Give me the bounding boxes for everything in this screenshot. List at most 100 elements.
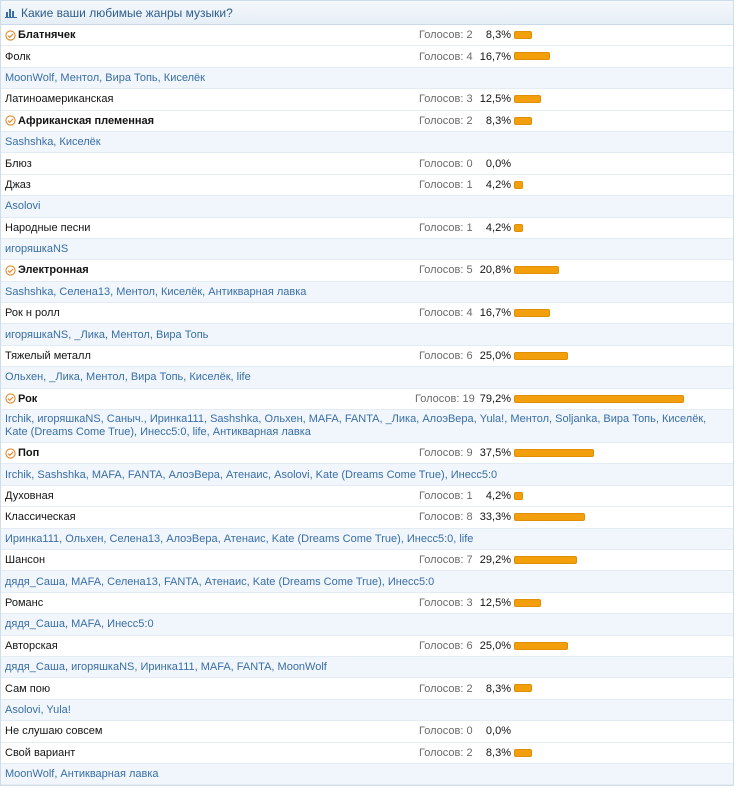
vote-count-value: 2: [466, 29, 473, 42]
voters-list: дядя_Саша, MAFA, Инесс5:0: [1, 614, 733, 636]
option-name: Авторская: [5, 640, 58, 652]
vote-share-bar: [514, 598, 541, 607]
vote-count-value: 2: [466, 114, 473, 127]
option-label: Поп: [18, 447, 40, 460]
vote-count-value: 6: [466, 639, 473, 652]
vote-count-value: 1: [466, 178, 473, 191]
poll-option-row: Рок н ролл Голосов: 4 16,7%: [1, 303, 733, 325]
vote-count: Голосов: 5: [419, 264, 473, 276]
vote-share-bar: [514, 266, 559, 275]
vote-share-bar: [514, 513, 586, 522]
option-label: Духовная: [5, 490, 54, 502]
option-label: Фолк: [5, 50, 31, 63]
vote-count: Голосов: 2: [419, 747, 473, 759]
vote-count-label: Голосов:: [419, 725, 464, 738]
option-label: Электронная: [18, 264, 89, 277]
vote-share-bar: [514, 31, 532, 39]
poll-option-row: Свой вариант Голосов: 2 8,3%: [1, 742, 733, 764]
option-name: Шансон: [5, 554, 45, 566]
voted-check-icon: [5, 115, 16, 126]
vote-count-label: Голосов:: [419, 447, 464, 460]
vote-count: Голосов: 19: [415, 393, 475, 405]
vote-count-label: Голосов:: [419, 29, 464, 42]
option-name: Поп: [5, 447, 39, 459]
vote-percent: 0,0%: [485, 157, 511, 170]
vote-count: Голосов: 0: [419, 725, 473, 737]
vote-percent: 20,8%: [479, 264, 511, 277]
option-label: Тяжелый металл: [5, 350, 91, 363]
voters-list: Irchik, игоряшкаNS, Саныч., Иринка111, S…: [1, 410, 733, 444]
vote-count-label: Голосов:: [419, 157, 464, 170]
vote-count: Голосов: 4: [419, 307, 473, 319]
poll-header: Какие ваши любимые жанры музыки?: [1, 1, 733, 25]
poll-option-row: Блюз Голосов: 0 0,0%: [1, 153, 733, 175]
vote-count-value: 1: [466, 490, 473, 502]
option-label: Народные песни: [5, 221, 91, 234]
option-label: Джаз: [5, 178, 31, 191]
vote-share-bar: [514, 116, 532, 125]
option-name: Не слушаю совсем: [5, 725, 102, 737]
vote-share-bar: [514, 555, 577, 564]
vote-percent: 8,3%: [485, 29, 511, 42]
poll-option-row: Духовная Голосов: 1 4,2%: [1, 485, 733, 508]
poll-option-row: Фолк Голосов: 4 16,7%: [1, 46, 733, 68]
poll-option-row: Классическая Голосов: 8 33,3%: [1, 507, 733, 529]
vote-percent: 8,3%: [485, 114, 511, 127]
poll-option-row: Рок Голосов: 19 79,2%: [1, 388, 733, 411]
voters-list: Sashshka, Селена13, Ментол, Киселёк, Ант…: [1, 281, 733, 304]
vote-share-bar: [514, 491, 523, 500]
vote-count-value: 4: [466, 307, 473, 320]
poll-option-row: Сам пою Голосов: 2 8,3%: [1, 678, 733, 700]
voters-list: Asolovi: [1, 196, 733, 218]
option-label: Авторская: [5, 639, 58, 652]
vote-percent: 16,7%: [479, 50, 511, 63]
vote-count-value: 19: [462, 392, 475, 405]
vote-percent: 12,5%: [479, 596, 511, 609]
poll-option-row: Не слушаю совсем Голосов: 0 0,0%: [1, 721, 733, 743]
vote-count: Голосов: 6: [419, 640, 473, 652]
option-name: Фолк: [5, 51, 30, 63]
vote-count: Голосов: 7: [419, 554, 473, 566]
vote-count-label: Голосов:: [419, 596, 464, 609]
poll-option-row: Народные песни Голосов: 1 4,2%: [1, 217, 733, 239]
vote-count-value: 3: [466, 596, 473, 609]
vote-count-label: Голосов:: [419, 264, 464, 277]
vote-count: Голосов: 9: [419, 447, 473, 459]
poll-options-list: Блатнячек Голосов: 2 8,3% Фолк Голосов: 4 16,…: [1, 25, 733, 786]
vote-percent: 79,2%: [479, 392, 511, 405]
vote-share-bar: [514, 449, 595, 458]
vote-count-label: Голосов:: [419, 307, 464, 320]
option-label: Латиноамериканская: [5, 93, 114, 106]
vote-count-value: 2: [466, 682, 473, 695]
vote-count: Голосов: 2: [419, 683, 473, 695]
vote-count-label: Голосов:: [419, 511, 464, 524]
vote-share-bar: [514, 748, 532, 757]
vote-count: Голосов: 1: [419, 222, 473, 234]
poll-option-row: Латиноамериканская Голосов: 3 12,5%: [1, 89, 733, 111]
vote-share-bar: [514, 95, 541, 104]
vote-percent: 8,3%: [485, 746, 511, 759]
vote-percent: 8,3%: [485, 682, 511, 695]
option-name: Латиноамериканская: [5, 93, 113, 105]
vote-count-value: 8: [466, 511, 473, 524]
voted-check-icon: [5, 30, 16, 41]
voters-list: игоряшкаNS, _Лика, Ментол, Вира Топь: [1, 324, 733, 346]
vote-count-value: 6: [466, 350, 473, 363]
vote-count-value: 0: [466, 725, 473, 738]
option-label: Шансон: [5, 554, 46, 567]
option-label: Не слушаю совсем: [5, 725, 103, 738]
vote-count-value: 3: [466, 93, 473, 106]
vote-percent: 4,2%: [485, 221, 511, 234]
vote-count: Голосов: 3: [419, 93, 473, 105]
voters-list: Asolovi, Yula!: [1, 699, 733, 722]
poll-option-row: Романс Голосов: 3 12,5%: [1, 592, 733, 615]
option-label: Романс: [5, 596, 44, 609]
option-label: Сам пою: [5, 682, 51, 695]
vote-count: Голосов: 1: [419, 490, 473, 502]
option-label: Блатнячек: [18, 29, 76, 42]
vote-count-value: 5: [466, 264, 473, 277]
vote-count: Голосов: 0: [419, 158, 473, 170]
option-label: Рок: [18, 392, 38, 405]
vote-percent: 33,3%: [479, 511, 511, 524]
vote-count-label: Голосов:: [419, 682, 464, 695]
